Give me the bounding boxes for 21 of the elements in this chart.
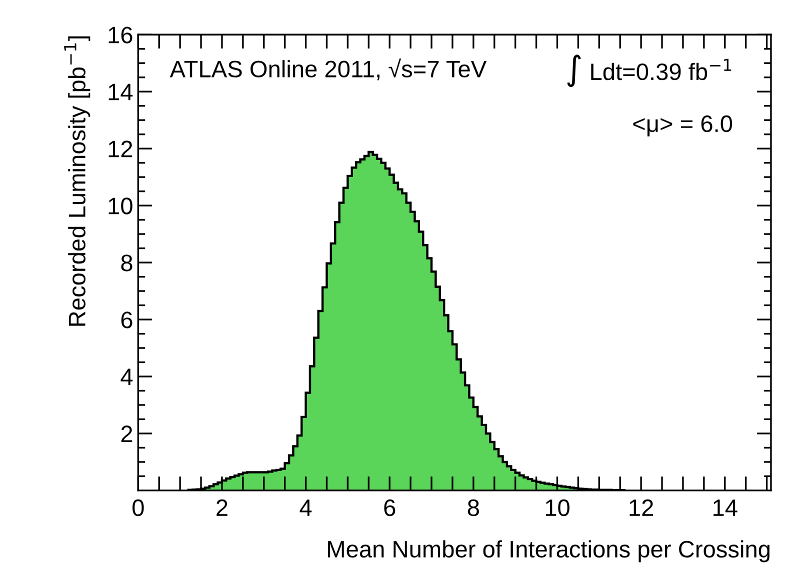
x-tick-label: 14 (714, 500, 738, 516)
x-tick-label: 12 (630, 499, 654, 516)
y-tick-label: 4 (120, 368, 133, 386)
x-tick-label: 6 (384, 499, 396, 516)
y-tick-label: 10 (108, 198, 132, 214)
y-tick-label: 8 (121, 254, 132, 272)
annotation: ∫ Ldt=0.39 fb$^{−1}$ (567, 54, 732, 88)
y-tick-label: 2 (121, 426, 132, 442)
y-tick-label: 12 (108, 140, 132, 158)
annotation: <μ> = 6.0 (633, 115, 732, 136)
x-tick-label: 4 (300, 500, 312, 516)
x-tick-label: 8 (468, 499, 479, 516)
x-axis-title: Mean Number of Interactions per Crossing (328, 540, 770, 562)
y-tick-label: 6 (121, 312, 132, 328)
x-tick-label: 10 (546, 499, 570, 516)
x-tick-label: 0 (132, 499, 144, 516)
annotation: ATLAS Online 2011, √s=7 TeV (170, 58, 487, 80)
y-tick-label: 14 (108, 84, 133, 100)
y-tick-label: 16 (108, 26, 132, 44)
x-tick-label: 2 (216, 499, 228, 516)
y-axis-title: Recorded Luminosity [pb$^{−1}$] (64, 36, 90, 326)
